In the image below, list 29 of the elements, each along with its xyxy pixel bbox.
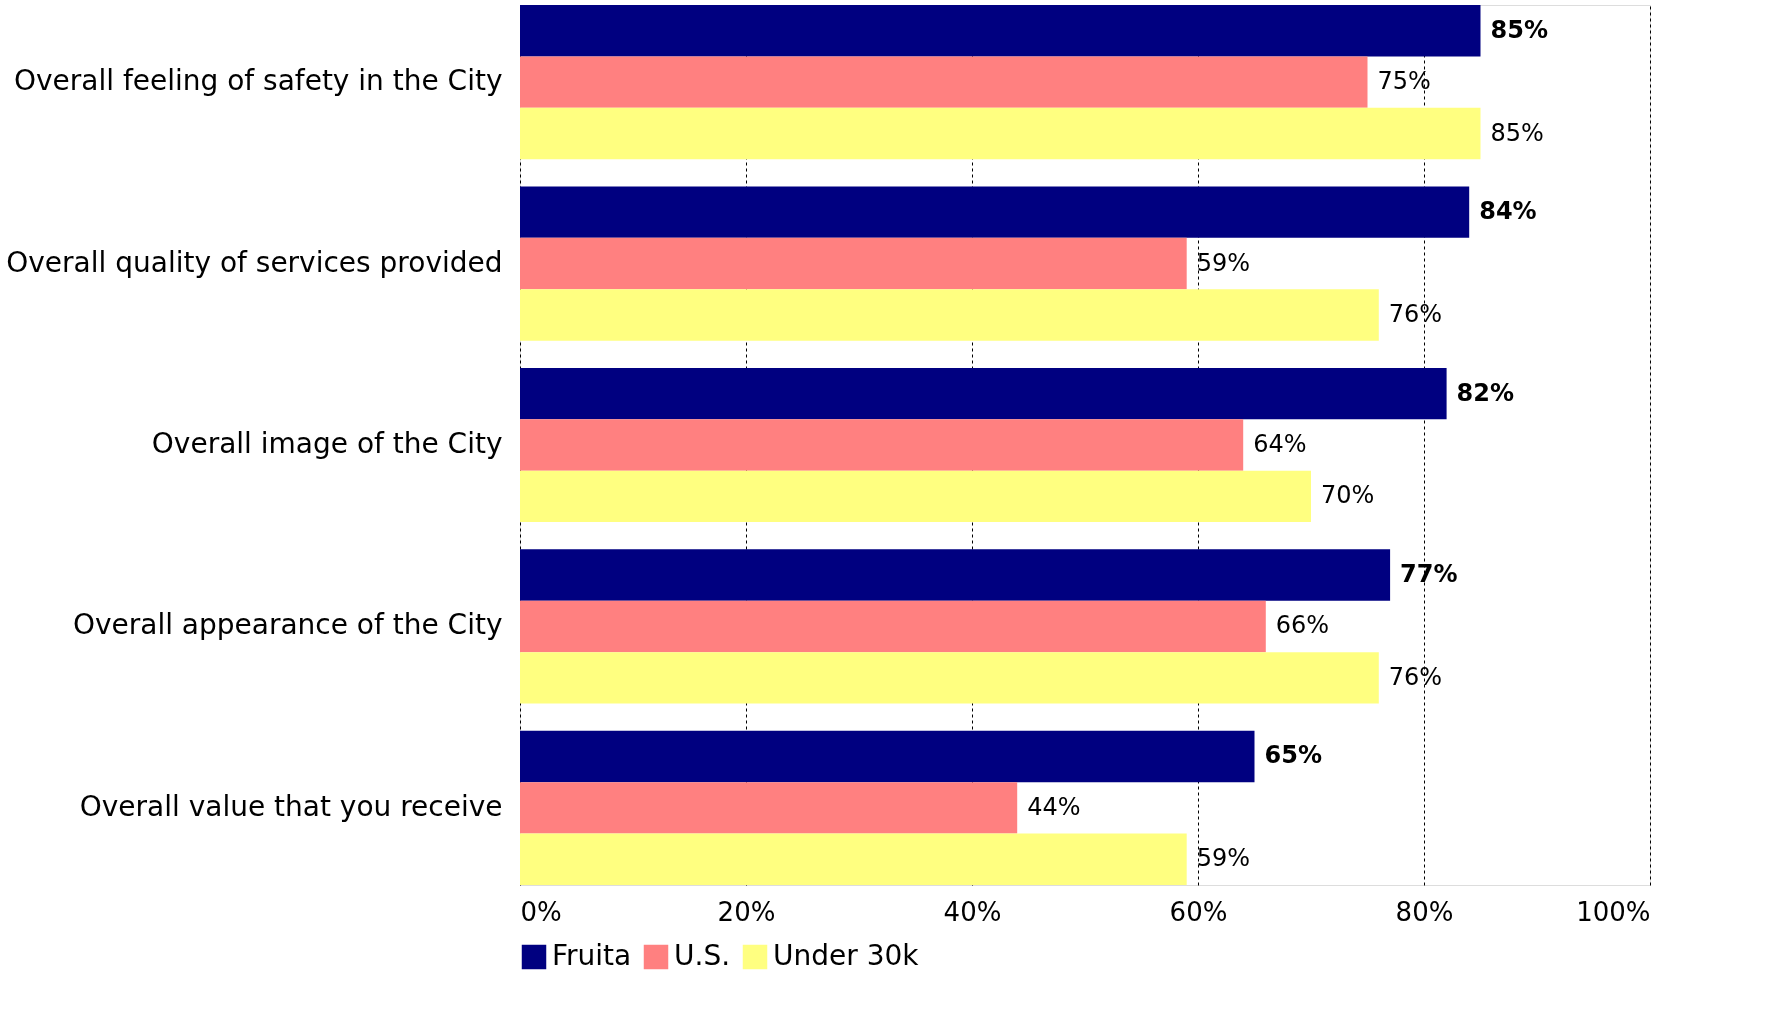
x-tick-label: 80% [1395, 896, 1454, 927]
data-label: 85% [1490, 118, 1544, 147]
data-label: 66% [1275, 611, 1330, 640]
y-tick-label: Overall quality of services provided [6, 245, 503, 279]
data-label: 59% [1196, 248, 1251, 277]
data-label: 59% [1196, 844, 1251, 873]
data-label: 76% [1388, 299, 1443, 328]
data-label: 65% [1264, 741, 1322, 770]
legend-label: Fruita [552, 939, 632, 972]
data-label: 75% [1377, 67, 1431, 96]
data-label: 82% [1456, 378, 1515, 407]
legend-label: Under 30k [773, 939, 920, 972]
legend-label: U.S. [674, 939, 731, 972]
data-label: 76% [1388, 662, 1443, 691]
x-tick-label: 0% [520, 896, 562, 927]
x-tick-label: 60% [1169, 896, 1228, 927]
y-tick-label: Overall image of the City [151, 427, 503, 460]
data-label: 84% [1479, 197, 1537, 226]
y-tick-label: Overall appearance of the City [72, 608, 503, 642]
x-tick-label: 100% [1576, 896, 1651, 927]
data-label: 44% [1027, 792, 1081, 821]
data-label: 77% [1400, 560, 1458, 589]
data-label: 70% [1321, 481, 1375, 510]
x-tick-label: 40% [943, 896, 1002, 927]
data-label: 64% [1253, 430, 1307, 458]
x-tick-label: 20% [717, 896, 776, 927]
y-tick-label: Overall value that you receive [79, 789, 503, 823]
data-label: 85% [1490, 15, 1548, 44]
y-tick-label: Overall feeling of safety in the City [13, 64, 503, 98]
